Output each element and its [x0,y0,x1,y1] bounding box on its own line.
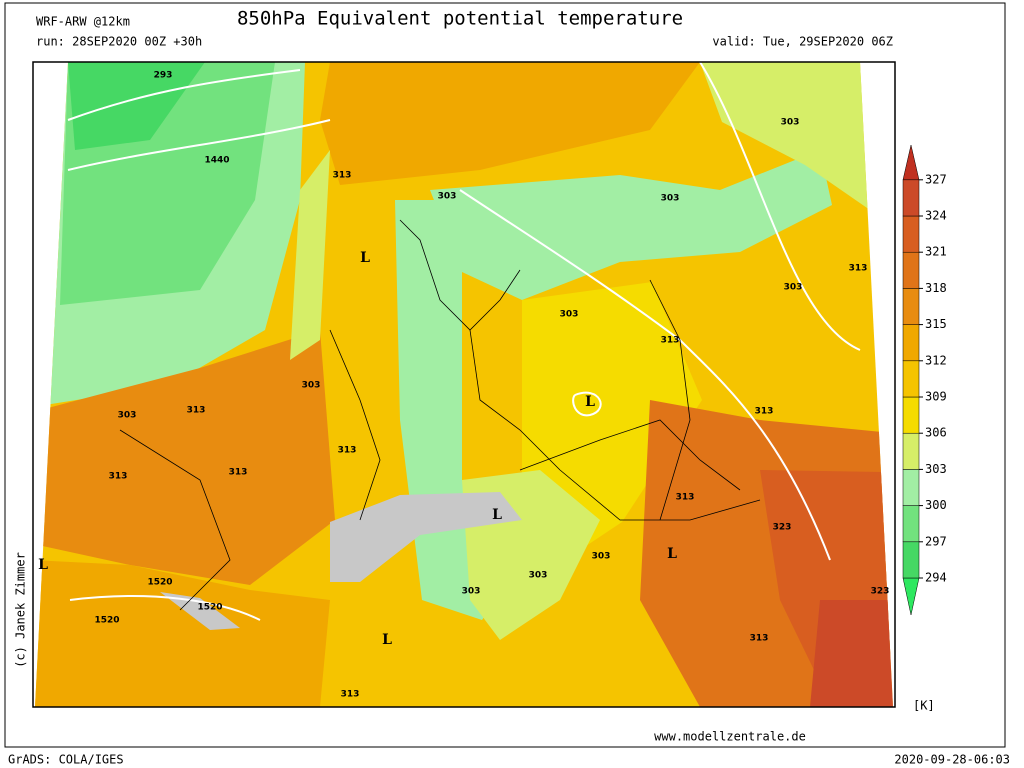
colorbar-band [902,396,920,434]
height-contour [69,595,261,621]
terrain-mask [330,492,522,582]
colorbar-band [902,288,920,325]
theta-e-field [68,62,205,150]
contour-label: 303 [438,192,457,202]
contour-label: 303 [302,381,321,391]
run-label: run: 28SEP2020 00Z +30h [36,35,202,49]
map: 293 1440 313 L 303 303 303 313 303 303 313 303 303 31… [32,61,896,708]
colorbar-band [902,469,920,506]
contour-label: 303 [592,552,611,562]
border-line [329,329,381,521]
colorbar-label: 303 [925,462,947,476]
height-contour [572,391,602,417]
theta-e-field [522,282,702,562]
valid-label: valid: Tue, 29SEP2020 06Z [712,35,893,49]
low-marker: L [38,557,48,573]
contour-label: 303 [529,571,548,581]
low-marker: L [585,394,595,410]
height-contour [67,119,331,171]
colorbar-label: 294 [925,571,947,585]
colorbar-label: 324 [925,209,947,223]
software-label: GrADS: COLA/IGES [8,753,124,767]
contour-label: 313 [341,690,360,700]
map-frame [32,61,896,708]
colorbar-band [902,505,920,543]
colorbar-band [902,360,920,398]
colorbar-triangle [902,577,920,616]
borders [119,219,761,611]
contour-label: 323 [871,587,890,597]
colorbar-band [902,541,920,579]
colorbar-band [902,251,920,289]
colorbar-band [902,432,920,470]
theta-e-field [290,150,330,360]
colorbar-label: 321 [925,245,947,259]
low-marker: L [382,632,392,648]
contour-label: 303 [661,194,680,204]
low-marker: L [492,507,502,523]
low-marker: L [360,250,370,266]
theta-e-field [430,150,832,300]
contour-label: 1520 [197,603,222,613]
low-marker: L [667,546,677,562]
border-line [469,329,761,521]
contour-label: 313 [187,406,206,416]
colorbar-triangle [902,144,920,181]
colorbar-label: 327 [925,172,947,186]
colorbar-label: 306 [925,426,947,440]
theta-e-field [320,62,700,185]
height-contour [699,62,861,351]
contour-label: 303 [560,310,579,320]
border-line [519,419,741,491]
timestamp: 2020-09-28-06:03 [894,753,1010,767]
colorbar-band [902,324,920,362]
colorbar-label: 318 [925,281,947,295]
colorbar-unit: [K] [913,699,935,713]
colorbar-label: 312 [925,353,947,367]
terrain-mask [160,592,240,630]
border-line [399,219,521,331]
contour-label: 1520 [94,616,119,626]
theta-e-field [38,330,335,585]
colorbar: 294 297 300 303 306 309 312 315 318 321 324 327 [K] [902,144,947,713]
contour-label: 303 [462,587,481,597]
map-title: 850hPa Equivalent potential temperature [237,8,683,30]
contour-label: 1520 [147,578,172,588]
contour-label: 313 [750,634,769,644]
contour-label: 303 [784,283,803,293]
colorbar-band [902,215,920,253]
border-line [649,279,691,521]
contour-label: 313 [338,446,357,456]
contour-label: 313 [755,407,774,417]
contour-label: 313 [849,264,868,274]
contour-label: 303 [781,118,800,128]
colorbar-label: 309 [925,390,947,404]
contour-label: 303 [118,411,137,421]
contour-label: 323 [773,523,792,533]
map-fields [35,62,893,707]
contour-label: 313 [109,472,128,482]
contour-label: 293 [154,71,173,81]
model-label: WRF-ARW @12km [36,15,130,29]
outer-frame [4,2,1006,748]
contour-label: 313 [229,468,248,478]
contour-label: 1440 [204,156,229,166]
colorbar-label: 300 [925,498,947,512]
colorbar-band [902,179,920,217]
map-labels: 293 1440 313 L 303 303 303 313 303 303 313 303 303 31… [38,71,889,700]
contour-label: 313 [661,336,680,346]
theta-e-field [810,600,893,707]
credit: (c) Janek Zimmer [14,552,28,668]
source-url: www.modellzentrale.de [654,730,806,744]
theta-e-field [700,62,870,210]
colorbar-label: 297 [925,534,947,548]
contour-label: 313 [676,493,695,503]
border-line [119,429,231,611]
contour-label: 313 [333,171,352,181]
height-contour [67,69,301,121]
colorbar-label: 315 [925,317,947,331]
